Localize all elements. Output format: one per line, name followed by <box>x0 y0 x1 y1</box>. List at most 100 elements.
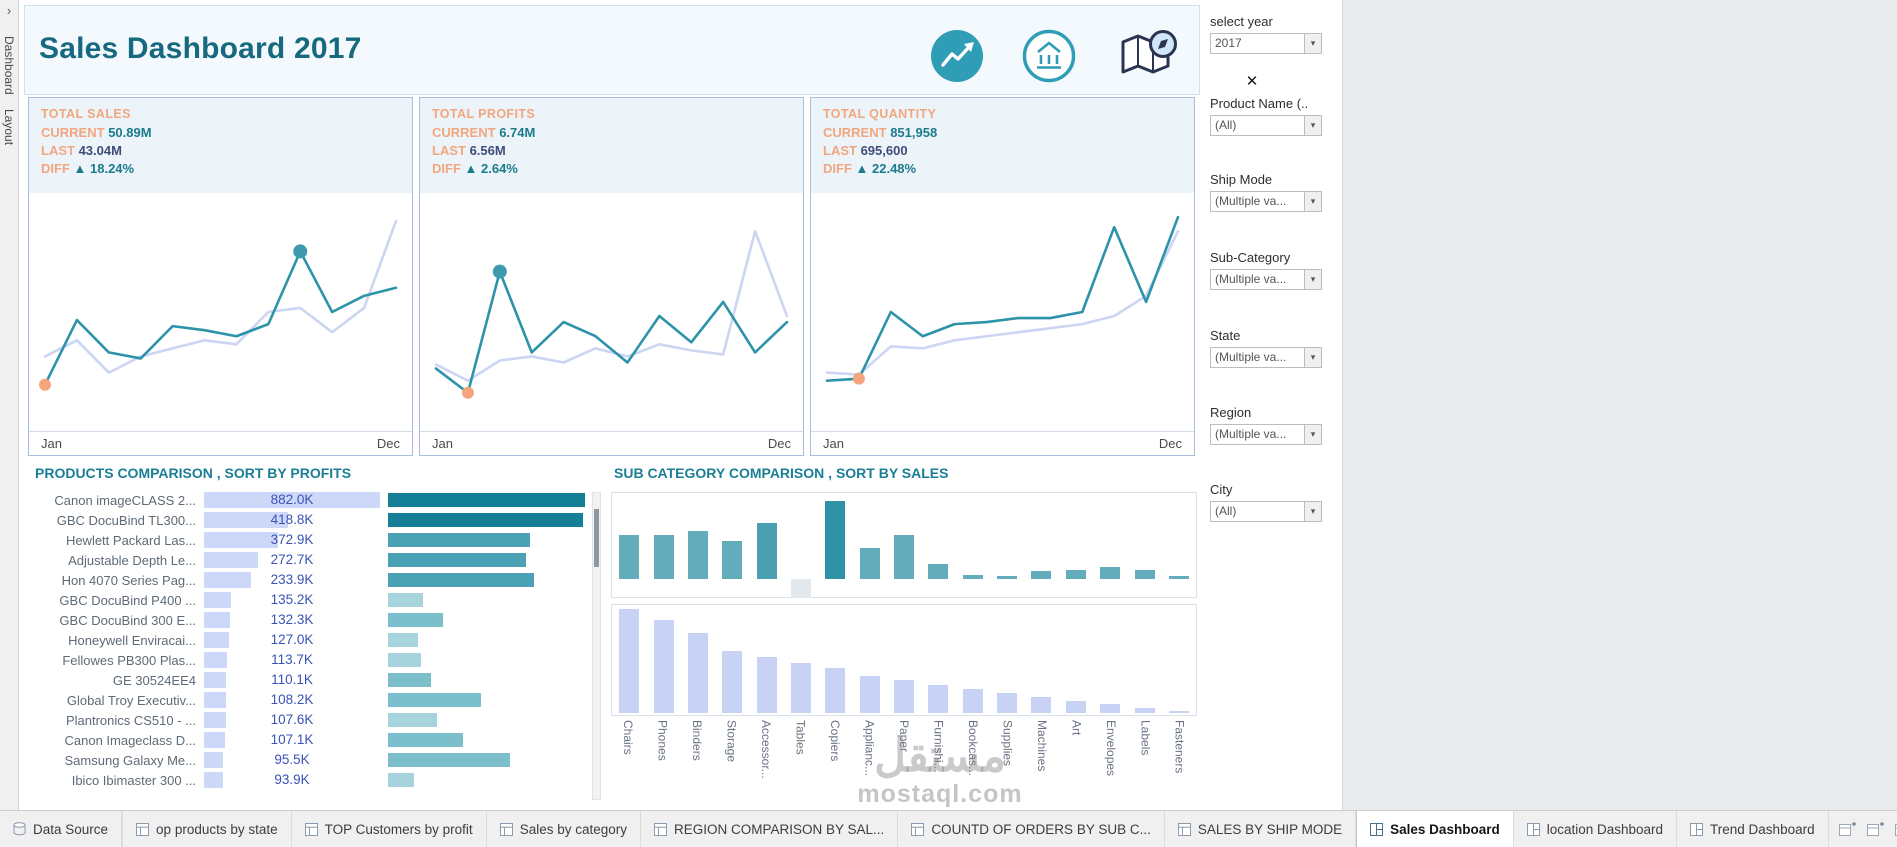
subcat-profit-bar[interactable] <box>756 522 777 579</box>
kpi-spark-0[interactable] <box>29 193 412 431</box>
subcat-sales-bar[interactable] <box>1100 704 1121 713</box>
product-row[interactable]: Ibico Ibimaster 300 ... 93.9K <box>28 770 601 790</box>
peak-point-marker[interactable] <box>492 264 507 279</box>
dropdown-caret-icon[interactable]: ▾ <box>1304 348 1321 367</box>
product-row[interactable]: Fellowes PB300 Plas... 113.7K <box>28 650 601 670</box>
tab-top-customers-by-profit[interactable]: TOP Customers by profit <box>292 811 487 847</box>
profit-bar[interactable] <box>388 613 444 627</box>
tab-trend-dashboard[interactable]: Trend Dashboard <box>1677 811 1829 847</box>
subcat-sales-bar[interactable] <box>653 619 674 713</box>
tab-op-products-by-state[interactable]: op products by state <box>123 811 292 847</box>
subcat-sales-bar[interactable] <box>1168 710 1189 713</box>
subcat-sales-bar[interactable] <box>825 668 846 713</box>
subcat-profit-bar[interactable] <box>997 576 1018 579</box>
filter-dropdown-product-name[interactable]: (All) ▾ <box>1210 115 1322 136</box>
trend-dashboard-nav-icon[interactable] <box>929 28 985 89</box>
subcat-label[interactable]: Chairs <box>621 720 636 755</box>
tab-countd-of-orders-by-sub-c[interactable]: COUNTD OF ORDERS BY SUB C... <box>898 811 1165 847</box>
subcat-profit-bar[interactable] <box>825 501 846 579</box>
map-overview-nav-icon[interactable] <box>1117 26 1179 87</box>
filter-dropdown-sub-category[interactable]: (Multiple va... ▾ <box>1210 269 1322 290</box>
subcat-sales-bar[interactable] <box>962 688 983 713</box>
profit-bar[interactable] <box>388 573 534 587</box>
dropdown-caret-icon[interactable]: ▾ <box>1304 502 1321 521</box>
subcat-profit-bar[interactable] <box>962 575 983 579</box>
kpi-spark-2[interactable] <box>811 193 1194 431</box>
subcat-sales-bar[interactable] <box>1065 701 1086 713</box>
product-name[interactable]: Honeywell Enviracai... <box>68 632 196 648</box>
subcat-label[interactable]: Art <box>1069 720 1084 736</box>
profit-bar[interactable] <box>388 693 481 707</box>
product-row[interactable]: GBC DocuBind 300 E... 132.3K <box>28 610 601 630</box>
remove-filter-icon[interactable]: ✕ <box>1245 73 1259 90</box>
peak-point-marker[interactable] <box>293 244 308 259</box>
dropdown-caret-icon[interactable]: ▾ <box>1304 270 1321 289</box>
low-point-marker[interactable] <box>39 378 51 391</box>
subcat-sales-bar[interactable] <box>928 684 949 713</box>
subcat-profit-bar[interactable] <box>1065 569 1086 579</box>
dropdown-caret-icon[interactable]: ▾ <box>1304 192 1321 211</box>
product-row[interactable]: GE 30524EE4 110.1K <box>28 670 601 690</box>
product-name[interactable]: GBC DocuBind TL300... <box>56 512 196 528</box>
low-point-marker[interactable] <box>852 372 865 385</box>
subcat-label[interactable]: Applianc... <box>862 720 877 777</box>
product-row[interactable]: Honeywell Enviracai... 127.0K <box>28 630 601 650</box>
subcat-profit-bar[interactable] <box>859 548 880 579</box>
subcat-label[interactable]: Machines <box>1034 720 1049 772</box>
subcat-label[interactable]: Envelopes <box>1103 720 1118 777</box>
product-name[interactable]: GBC DocuBind P400 ... <box>59 592 196 608</box>
low-point-marker[interactable] <box>461 386 474 399</box>
subcat-profit-bar[interactable] <box>722 541 743 579</box>
product-row[interactable]: Hon 4070 Series Pag... 233.9K <box>28 570 601 590</box>
subcat-label[interactable]: Fasteners <box>1172 720 1187 774</box>
dropdown-caret-icon[interactable]: ▾ <box>1304 425 1321 444</box>
profit-bar[interactable] <box>388 533 530 547</box>
subcat-sales-bar[interactable] <box>1134 707 1155 713</box>
product-row[interactable]: Global Troy Executiv... 108.2K <box>28 690 601 710</box>
subcat-label[interactable]: Furnishi... <box>931 720 946 773</box>
filter-dropdown-state[interactable]: (Multiple va... ▾ <box>1210 347 1322 368</box>
product-row[interactable]: GBC DocuBind TL300... 418.8K <box>28 510 601 530</box>
product-name[interactable]: Hewlett Packard Las... <box>65 532 196 548</box>
subcat-sales-bar[interactable] <box>756 657 777 713</box>
dropdown-caret-icon[interactable]: ▾ <box>1304 116 1321 135</box>
product-name[interactable]: Canon imageCLASS 2... <box>54 492 196 508</box>
filter-dropdown-region[interactable]: (Multiple va... ▾ <box>1210 424 1322 445</box>
subcat-profit-bar[interactable] <box>790 579 811 598</box>
subcat-sales-bar[interactable] <box>722 650 743 713</box>
profit-bar[interactable] <box>388 593 424 607</box>
subcat-profit-bar[interactable] <box>687 530 708 579</box>
profit-bar[interactable] <box>388 733 463 747</box>
product-row[interactable]: Adjustable Depth Le... 272.7K <box>28 550 601 570</box>
profit-bar[interactable] <box>388 633 418 647</box>
tab-data-source[interactable]: Data Source <box>0 811 123 847</box>
location-dashboard-nav-icon[interactable] <box>1021 28 1077 89</box>
subcat-label[interactable]: Accessor... <box>759 720 774 779</box>
dropdown-caret-icon[interactable]: ▾ <box>1304 34 1321 53</box>
product-row[interactable]: Plantronics CS510 - ... 107.6K <box>28 710 601 730</box>
subcat-label[interactable]: Binders <box>690 720 705 761</box>
tab-region-comparison-by-sal[interactable]: REGION COMPARISON BY SAL... <box>641 811 899 847</box>
tab-sales-dashboard[interactable]: Sales Dashboard <box>1356 811 1514 847</box>
subcat-label[interactable]: Copiers <box>828 720 843 762</box>
profit-bar[interactable] <box>388 673 432 687</box>
subcat-profit-bar[interactable] <box>1031 570 1052 579</box>
product-name[interactable]: Ibico Ibimaster 300 ... <box>71 772 196 788</box>
subcat-profit-bar[interactable] <box>1134 569 1155 579</box>
product-name[interactable]: Fellowes PB300 Plas... <box>62 652 196 668</box>
product-row[interactable]: GBC DocuBind P400 ... 135.2K <box>28 590 601 610</box>
subcat-sales-bar[interactable] <box>894 680 915 713</box>
subcat-label[interactable]: Tables <box>793 720 808 755</box>
profit-bar[interactable] <box>388 713 438 727</box>
product-row[interactable]: Canon Imageclass D... 107.1K <box>28 730 601 750</box>
profit-bar[interactable] <box>388 493 585 507</box>
profit-bar[interactable] <box>388 753 511 767</box>
profit-bar[interactable] <box>388 773 414 787</box>
subcat-sales-bar[interactable] <box>619 609 640 713</box>
subcat-profit-bar[interactable] <box>1100 566 1121 579</box>
product-name[interactable]: Plantronics CS510 - ... <box>65 712 196 728</box>
subcat-label[interactable]: Storage <box>724 720 739 763</box>
product-name[interactable]: Adjustable Depth Le... <box>68 552 196 568</box>
product-name[interactable]: Global Troy Executiv... <box>66 692 196 708</box>
subcat-sales-bar[interactable] <box>790 662 811 713</box>
